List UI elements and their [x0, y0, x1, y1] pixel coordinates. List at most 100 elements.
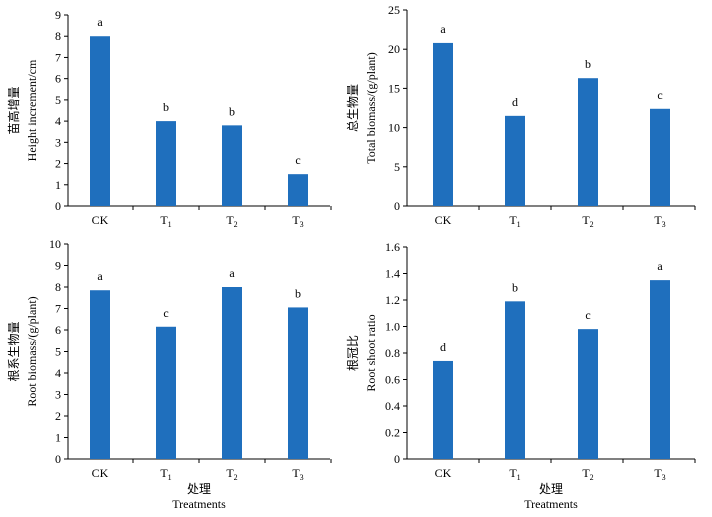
y-axis-title-cn: 苗高增量: [6, 86, 21, 134]
significance-letter: d: [512, 95, 518, 109]
category-label: T3: [654, 466, 665, 482]
y-tick-label: 15: [388, 81, 400, 95]
y-tick-label: 2: [55, 409, 61, 423]
y-tick-label: 25: [388, 3, 400, 17]
y-tick-label: 0: [55, 199, 61, 213]
category-label-base: T: [226, 213, 234, 227]
y-tick-label: 8: [55, 29, 61, 43]
bar-ck: [90, 290, 110, 459]
category-label-base: T: [509, 213, 517, 227]
y-tick-label: 0: [394, 452, 400, 466]
significance-letter: c: [295, 153, 300, 167]
category-label: T3: [654, 213, 665, 229]
x-axis-title-cn: 处理: [539, 482, 563, 496]
y-tick-label: 0: [55, 452, 61, 466]
significance-letter: d: [440, 340, 446, 354]
category-label: T3: [292, 466, 303, 482]
y-axis-title-cn: 总生物量: [346, 84, 360, 132]
category-label-base: T: [654, 466, 662, 480]
category-label-subscript: 2: [590, 220, 594, 229]
significance-letter: a: [440, 22, 446, 36]
category-label-base: T: [654, 213, 662, 227]
significance-letter: a: [229, 266, 235, 280]
category-label-base: T: [160, 466, 168, 480]
category-label-subscript: 1: [168, 473, 172, 482]
category-label-subscript: 3: [300, 473, 304, 482]
category-label: CK: [435, 213, 452, 227]
category-label: T2: [226, 213, 237, 229]
category-label: T1: [509, 466, 520, 482]
category-label-subscript: 1: [517, 473, 521, 482]
category-label-base: T: [582, 213, 590, 227]
y-axis-title: Height increment/cm: [25, 59, 39, 161]
significance-letter: b: [163, 100, 169, 114]
category-label-subscript: 2: [234, 220, 238, 229]
y-tick-label: 0: [394, 199, 400, 213]
category-label-base: T: [582, 466, 590, 480]
x-axis-title-cn: 处理: [187, 482, 211, 496]
category-label-subscript: 3: [662, 220, 666, 229]
significance-letter: a: [657, 259, 663, 273]
significance-letter: b: [295, 286, 301, 300]
y-tick-label: 1: [55, 178, 61, 192]
y-tick-label: 4: [55, 366, 61, 380]
y-tick-label: 1.6: [385, 240, 400, 254]
y-axis-title-cn: 根冠比: [346, 335, 360, 371]
category-label: T1: [160, 213, 171, 229]
y-tick-label: 10: [388, 121, 400, 135]
y-tick-label: 2: [55, 157, 61, 171]
significance-letter: a: [97, 269, 103, 283]
category-label-subscript: 2: [234, 473, 238, 482]
y-tick-label: 7: [55, 302, 61, 316]
bar-t2: [578, 78, 598, 206]
y-tick-label: 0.4: [385, 399, 400, 413]
category-label-subscript: 1: [517, 220, 521, 229]
category-label-subscript: 3: [300, 220, 304, 229]
y-tick-label: 6: [55, 72, 61, 86]
category-label: T2: [582, 213, 593, 229]
panel-root-shoot-ratio: 00.20.40.60.81.01.21.41.6dCKbT1cT2aT3根冠比…: [346, 240, 696, 511]
bar-t3: [288, 174, 308, 206]
y-tick-label: 6: [55, 323, 61, 337]
category-label: T2: [226, 466, 237, 482]
y-tick-label: 0.6: [385, 373, 400, 387]
bar-t1: [505, 301, 525, 459]
category-label-base: T: [509, 466, 517, 480]
category-label-base: CK: [92, 466, 109, 480]
y-tick-label: 0.8: [385, 346, 400, 360]
bar-t2: [578, 329, 598, 459]
category-label-base: CK: [435, 466, 452, 480]
bar-t1: [156, 121, 176, 206]
y-axis-title: Root biomass/(g/plant): [25, 296, 39, 406]
significance-letter: a: [97, 15, 103, 29]
y-tick-label: 1.0: [385, 320, 400, 334]
bar-t3: [650, 280, 670, 459]
category-label: CK: [92, 213, 109, 227]
bar-t3: [650, 108, 670, 206]
category-label: CK: [435, 466, 452, 480]
y-tick-label: 4: [55, 114, 61, 128]
category-label-base: T: [226, 466, 234, 480]
category-label-base: CK: [435, 213, 452, 227]
y-tick-label: 7: [55, 50, 61, 64]
significance-letter: b: [512, 280, 518, 294]
bar-t2: [222, 125, 242, 206]
category-label-base: T: [292, 213, 300, 227]
y-tick-label: 1.4: [385, 267, 400, 281]
x-axis-title: Treatments: [524, 497, 578, 511]
category-label-subscript: 3: [662, 473, 666, 482]
y-tick-label: 9: [55, 8, 61, 22]
y-tick-label: 8: [55, 280, 61, 294]
category-label: T1: [509, 213, 520, 229]
category-label-subscript: 1: [168, 220, 172, 229]
y-axis-title: Root shoot ratio: [364, 314, 378, 391]
category-label: CK: [92, 466, 109, 480]
category-label: T3: [292, 213, 303, 229]
x-axis-title: Treatments: [172, 497, 226, 511]
y-tick-label: 0.2: [385, 426, 400, 440]
category-label-base: T: [292, 466, 300, 480]
bar-ck: [433, 360, 453, 459]
